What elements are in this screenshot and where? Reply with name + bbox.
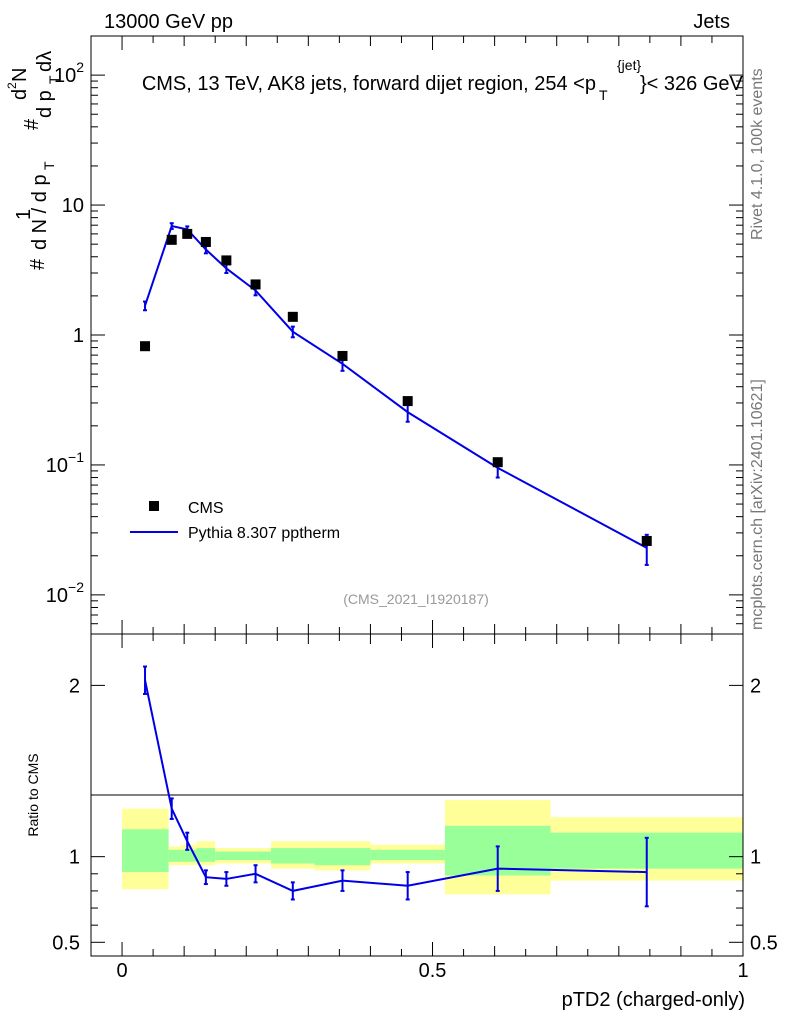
legend-label-cms: CMS xyxy=(188,500,224,517)
x-tick-label: 1 xyxy=(737,960,748,982)
ratio-axis-ticks xyxy=(91,634,744,956)
plot-title: CMS, 13 TeV, AK8 jets, forward dijet reg… xyxy=(142,57,744,103)
cms-data-point xyxy=(140,341,151,352)
ratio-band-inner xyxy=(271,848,315,864)
ratio-y-tick-label: 1 xyxy=(69,847,80,869)
ylabel-t: T xyxy=(41,161,57,170)
main-y-tick-label: 10 xyxy=(62,195,84,217)
title-suffix: }< 326 GeV xyxy=(640,73,744,95)
cms-data-point xyxy=(337,350,348,361)
header-left: 13000 GeV pp xyxy=(104,11,233,33)
ratio-y-tick-label: 0.5 xyxy=(52,932,80,954)
legend: CMS Pythia 8.307 pptherm xyxy=(130,500,340,542)
ylabel-dlambda: dλ xyxy=(34,51,56,72)
x-tick-label: 0.5 xyxy=(419,960,447,982)
ratio-band-inner xyxy=(168,849,182,862)
ratio-plot-frame xyxy=(90,633,744,957)
title-sup: {jet} xyxy=(617,57,641,73)
x-tick-label: 0 xyxy=(116,960,127,982)
rivet-label: Rivet 4.1.0, 100k events xyxy=(749,68,766,240)
cms-data-point xyxy=(166,234,177,245)
title-prefix: CMS, 13 TeV, AK8 jets, forward dijet reg… xyxy=(142,73,596,95)
ylabel-hash-2: # xyxy=(21,118,43,130)
ratio-band-inner xyxy=(181,849,197,862)
x-axis-label: pTD2 (charged-only) xyxy=(562,989,745,1011)
main-series xyxy=(140,222,652,566)
ratio-band-inner xyxy=(122,829,169,873)
ratio-band-inner xyxy=(370,849,445,861)
main-y-tick-label: 1 xyxy=(73,325,84,347)
ratio-panel: 0.5 0.51 12 2 0 0.5 1 Ratio to CMS pTD2 (char… xyxy=(25,633,778,1011)
ratio-x-tick-labels: 0 0.5 1 xyxy=(116,960,748,982)
ylabel-one: 1 xyxy=(13,209,35,220)
cms-data-point xyxy=(492,457,503,468)
cms-data-point xyxy=(221,255,232,266)
ratio-band-inner xyxy=(314,848,371,866)
main-y-axis-label: # 1 d N / d p T # d 2 N d p T dλ xyxy=(5,51,62,270)
main-panel: 102 10 1 10−1 10−2 (CMS_2021_I1920187) CMS, … xyxy=(5,35,744,635)
cms-data-point xyxy=(287,311,298,322)
main-axis-ticks xyxy=(91,35,744,635)
ylabel-t2: T xyxy=(46,75,62,84)
cms-data-point xyxy=(402,396,413,407)
ylabel-hash-1: # xyxy=(27,258,49,270)
ylabel-two: 2 xyxy=(5,82,19,89)
ratio-y-tick-label-right: 0.5 xyxy=(750,932,778,954)
ylabel-dn: d N / d p xyxy=(29,174,51,250)
legend-marker-cms xyxy=(149,501,159,511)
main-y-tick-labels: 102 10 1 10−1 10−2 xyxy=(46,59,84,607)
cms-data-point xyxy=(182,228,193,239)
ratio-band-inner xyxy=(215,851,241,861)
ratio-y-tick-labels: 0.5 0.5 1 1 2 2 xyxy=(52,675,778,954)
ylabel-d2: d xyxy=(9,89,31,100)
ylabel-n: N xyxy=(9,68,31,82)
main-y-tick-label: 102 xyxy=(54,59,84,87)
ratio-series xyxy=(143,665,649,908)
watermark: (CMS_2021_I1920187) xyxy=(343,591,489,607)
main-y-tick-label: 10−2 xyxy=(46,579,84,607)
mcplots-label: mcplots.cern.ch [arXiv:2401.10621] xyxy=(749,379,766,630)
ratio-y-tick-label: 2 xyxy=(69,675,80,697)
legend-label-pythia: Pythia 8.307 pptherm xyxy=(188,525,340,542)
title-sub: T xyxy=(599,87,608,103)
ratio-y-axis-label: Ratio to CMS xyxy=(25,753,41,836)
ratio-y-tick-label-right: 2 xyxy=(750,675,761,697)
ratio-band-inner xyxy=(196,848,216,862)
cms-data-point xyxy=(200,236,211,247)
header-right: Jets xyxy=(693,11,730,33)
cms-data-point xyxy=(641,535,652,546)
cms-data-point xyxy=(250,279,261,290)
main-y-tick-label: 10−1 xyxy=(46,449,84,477)
ratio-y-tick-label-right: 1 xyxy=(750,847,761,869)
ratio-band-inner xyxy=(240,851,272,861)
ylabel-dpt: d p xyxy=(34,90,56,118)
